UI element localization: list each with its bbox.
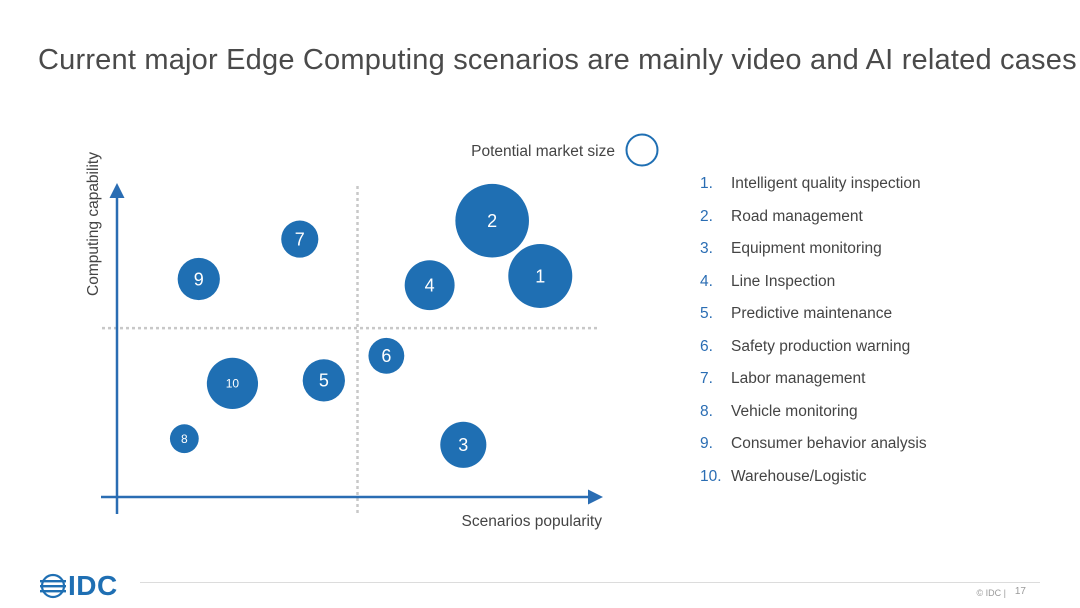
legend-item: 1. Intelligent quality inspection [700,172,927,205]
legend-number: 6. [700,337,713,355]
legend-number: 10. [700,467,722,485]
legend-number: 4. [700,272,713,290]
bubble-8 [169,424,199,454]
bubble-group: 1 2 3 4 5 6 7 8 9 10 [169,183,573,468]
bubble-9 [177,257,220,301]
bubble-6 [368,337,405,374]
bubble-label-2: 2 [487,211,497,231]
legend-label: Line Inspection [731,272,836,290]
bubble-5 [302,359,345,402]
legend-number: 3. [700,240,713,257]
legend-label: Consumer behavior analysis [731,435,927,452]
size-legend-circle [625,133,659,167]
legend-number: 8. [700,402,713,420]
bubble-1 [508,243,573,308]
legend-label: Safety production warning [731,337,911,355]
legend-label: Vehicle monitoring [731,402,858,420]
idc-logo-mark-icon [40,573,66,599]
x-axis-label: Scenarios popularity [462,513,603,530]
idc-logo-text: IDC [68,570,118,601]
legend-item: 3. Equipment monitoring [700,237,927,270]
bubble-label-1: 1 [535,266,545,286]
legend-number: 5. [700,305,713,322]
idc-logo: IDC [40,570,118,602]
legend-label: Intelligent quality inspection [731,175,921,192]
legend-number: 9. [700,435,713,452]
bubble-10 [206,357,259,410]
footer-divider [140,582,1040,583]
legend-label: Predictive maintenance [731,305,893,322]
bubble-4 [404,260,455,311]
bubble-label-7: 7 [295,229,305,249]
legend-label: Road management [731,207,863,225]
scenario-legend: 1. Intelligent quality inspection 2. Road … [700,172,927,497]
bubble-3 [440,421,487,468]
legend-label: Labor management [731,370,866,387]
legend-item: 7. Labor management [700,367,927,400]
legend-label: Warehouse/Logistic [731,467,867,485]
legend-number: 7. [700,370,713,387]
legend-item: 2. Road management [700,205,927,238]
legend-item: 5. Predictive maintenance [700,302,927,335]
legend-item: 4. Line Inspection [700,270,927,303]
legend-item: 10. Warehouse/Logistic [700,465,927,498]
bubble-label-6: 6 [381,346,391,366]
bubble-label-8: 8 [181,432,188,446]
legend-label: Equipment monitoring [731,240,882,257]
y-axis-label: Computing capability [85,152,102,296]
bubble-2 [455,183,529,258]
size-legend-label: Potential market size [471,143,615,160]
slide-title: Current major Edge Computing scenarios a… [38,44,1077,76]
legend-item: 9. Consumer behavior analysis [700,432,927,465]
legend-item: 8. Vehicle monitoring [700,400,927,433]
bubble-7 [281,220,319,258]
legend-number: 2. [700,207,713,225]
legend-number: 1. [700,175,713,192]
bubble-label-5: 5 [319,371,329,391]
copyright-text: © IDC | [976,588,1006,598]
page-number: 17 [1014,586,1026,597]
bubble-label-3: 3 [458,435,468,455]
legend-item: 6. Safety production warning [700,335,927,368]
bubble-label-10: 10 [226,377,240,391]
bubble-label-4: 4 [425,275,435,295]
bubble-label-9: 9 [194,269,204,289]
